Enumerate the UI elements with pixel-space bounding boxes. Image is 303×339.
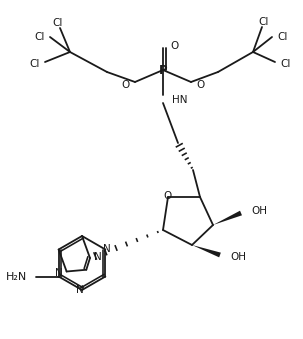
Text: N: N xyxy=(55,267,63,278)
Text: Cl: Cl xyxy=(277,32,287,42)
Text: Cl: Cl xyxy=(259,17,269,27)
Text: OH: OH xyxy=(251,206,267,216)
Text: P: P xyxy=(159,63,167,77)
Text: OH: OH xyxy=(230,252,246,262)
Text: Cl: Cl xyxy=(53,18,63,28)
Text: Cl: Cl xyxy=(30,59,40,69)
Text: O: O xyxy=(170,41,178,51)
Text: Cl: Cl xyxy=(35,32,45,42)
Text: HN: HN xyxy=(172,95,188,105)
Text: O: O xyxy=(122,80,130,90)
Polygon shape xyxy=(213,211,242,225)
Text: Cl: Cl xyxy=(280,59,290,69)
Polygon shape xyxy=(192,245,221,257)
Text: O: O xyxy=(163,191,171,201)
Text: N: N xyxy=(76,285,84,295)
Text: O: O xyxy=(196,80,204,90)
Text: H₂N: H₂N xyxy=(6,272,28,281)
Text: N: N xyxy=(94,252,102,262)
Text: N: N xyxy=(102,244,110,255)
